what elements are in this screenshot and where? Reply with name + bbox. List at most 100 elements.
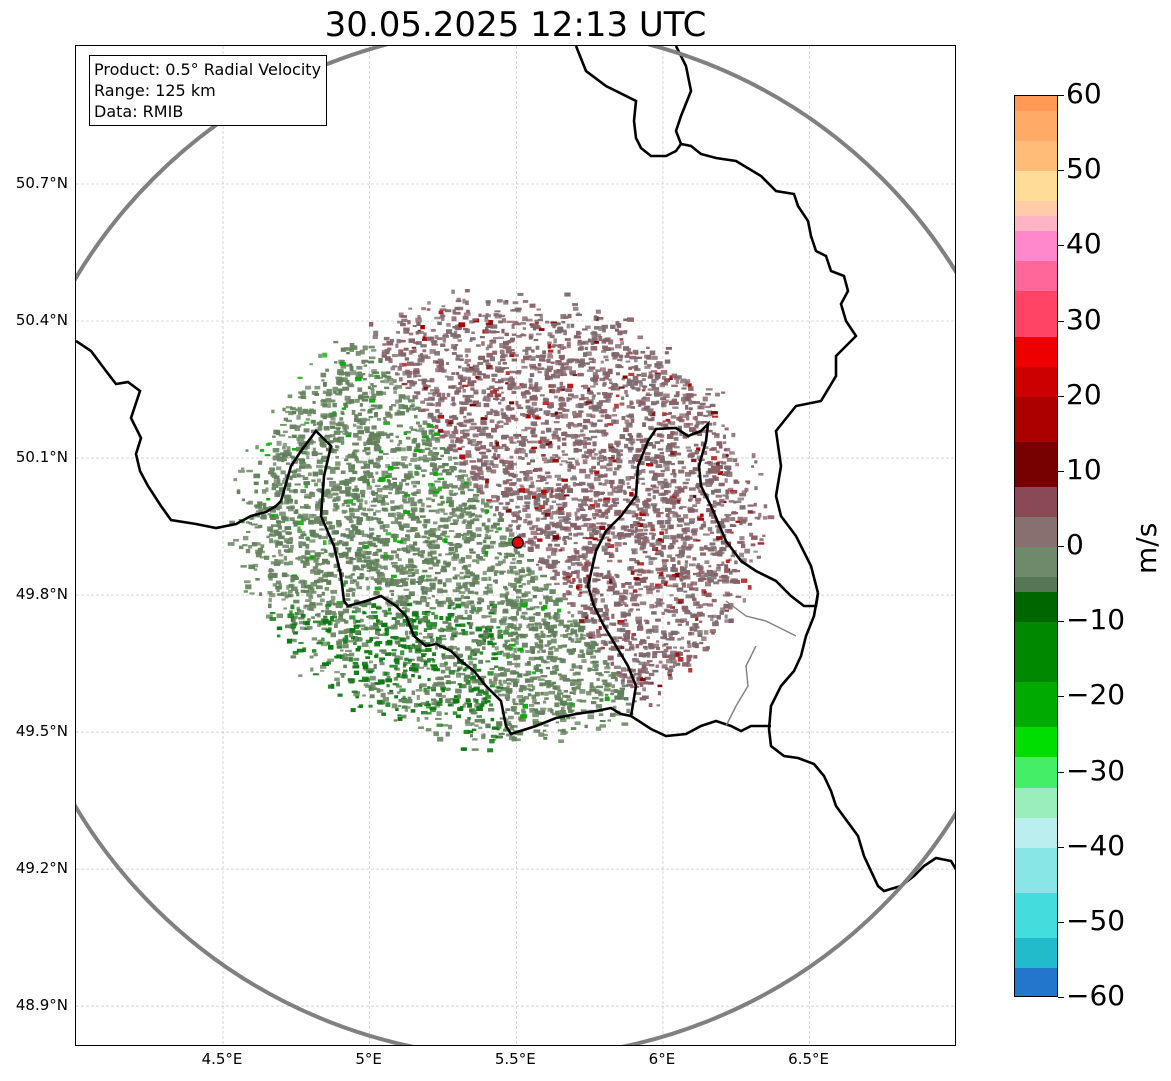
velocity-pixel: [326, 388, 332, 393]
velocity-pixel: [466, 309, 470, 313]
velocity-pixel: [442, 434, 447, 438]
radar-map[interactable]: [76, 46, 956, 1046]
velocity-pixel: [358, 506, 362, 510]
velocity-pixel: [534, 691, 540, 697]
velocity-pixel: [356, 425, 363, 430]
velocity-pixel: [421, 469, 427, 472]
velocity-pixel: [344, 395, 351, 401]
velocity-pixel: [546, 634, 551, 638]
velocity-pixel: [535, 643, 539, 648]
velocity-pixel: [617, 653, 623, 657]
velocity-pixel: [467, 703, 472, 708]
velocity-pixel: [259, 556, 267, 559]
velocity-pixel: [697, 633, 703, 637]
velocity-pixel: [716, 441, 723, 446]
velocity-pixel: [463, 668, 467, 672]
velocity-pixel: [418, 641, 423, 646]
radar-map-panel[interactable]: [75, 45, 956, 1046]
velocity-pixel: [676, 499, 681, 504]
velocity-pixel: [536, 308, 541, 311]
velocity-pixel: [482, 546, 488, 549]
velocity-pixel: [600, 522, 607, 525]
velocity-pixel: [532, 491, 537, 496]
velocity-pixel: [596, 456, 601, 461]
velocity-pixel: [667, 421, 671, 424]
velocity-pixel: [603, 355, 609, 359]
velocity-pixel: [681, 545, 686, 548]
velocity-pixel: [528, 537, 534, 542]
velocity-pixel: [651, 402, 658, 405]
velocity-pixel: [598, 674, 604, 677]
velocity-pixel: [618, 517, 625, 521]
velocity-pixel: [665, 399, 670, 403]
velocity-pixel: [596, 429, 602, 434]
velocity-pixel: [290, 638, 294, 642]
velocity-pixel: [518, 456, 522, 460]
velocity-pixel: [616, 459, 623, 464]
velocity-pixel: [671, 478, 676, 482]
velocity-pixel: [681, 397, 686, 402]
velocity-pixel: [626, 405, 632, 409]
velocity-pixel: [398, 377, 403, 382]
velocity-pixel: [391, 354, 398, 358]
velocity-pixel: [599, 525, 606, 530]
velocity-pixel: [357, 430, 365, 435]
velocity-pixel: [625, 702, 632, 706]
velocity-pixel: [383, 421, 391, 425]
velocity-pixel: [551, 712, 557, 716]
velocity-pixel: [336, 427, 340, 431]
velocity-pixel: [385, 413, 390, 418]
velocity-pixel: [604, 551, 611, 555]
velocity-pixel: [412, 643, 416, 646]
velocity-pixel: [660, 497, 667, 502]
velocity-pixel: [301, 390, 306, 393]
velocity-pixel: [571, 497, 578, 501]
velocity-pixel: [594, 405, 602, 409]
velocity-pixel: [278, 520, 286, 524]
velocity-pixel: [353, 641, 357, 645]
velocity-pixel: [364, 500, 368, 505]
velocity-pixel: [616, 442, 620, 448]
velocity-pixel: [382, 494, 388, 499]
velocity-pixel: [710, 465, 718, 470]
velocity-pixel: [724, 513, 732, 517]
velocity-pixel: [621, 667, 627, 672]
velocity-pixel: [283, 501, 290, 505]
velocity-pixel: [342, 425, 349, 430]
velocity-pixel: [647, 388, 654, 391]
velocity-pixel: [309, 363, 313, 366]
velocity-pixel: [598, 336, 603, 342]
velocity-pixel: [570, 562, 576, 566]
velocity-pixel: [643, 661, 650, 666]
velocity-pixel: [660, 485, 665, 490]
velocity-pixel: [485, 688, 489, 692]
velocity-pixel: [687, 383, 692, 388]
velocity-pixel: [525, 469, 533, 474]
velocity-pixel: [521, 633, 529, 637]
velocity-pixel: [304, 483, 309, 489]
velocity-pixel: [679, 505, 687, 508]
velocity-pixel: [453, 330, 458, 334]
velocity-pixel: [391, 477, 398, 480]
velocity-pixel: [563, 535, 570, 539]
velocity-pixel: [617, 358, 623, 362]
velocity-pixel: [311, 479, 316, 482]
velocity-pixel: [680, 378, 687, 381]
velocity-pixel: [596, 633, 602, 638]
velocity-pixel: [538, 678, 545, 681]
velocity-pixel: [423, 664, 428, 668]
velocity-pixel: [389, 338, 395, 343]
velocity-pixel: [617, 464, 622, 469]
velocity-pixel: [399, 539, 407, 545]
velocity-pixel: [361, 676, 369, 681]
velocity-pixel: [306, 455, 310, 460]
velocity-pixel: [503, 687, 508, 690]
velocity-pixel: [416, 532, 420, 537]
velocity-pixel: [646, 660, 653, 663]
velocity-pixel: [425, 602, 430, 607]
velocity-pixel: [352, 442, 360, 446]
velocity-pixel: [419, 515, 426, 518]
velocity-pixel: [672, 564, 676, 568]
velocity-pixel: [512, 698, 516, 704]
velocity-pixel: [427, 658, 434, 661]
